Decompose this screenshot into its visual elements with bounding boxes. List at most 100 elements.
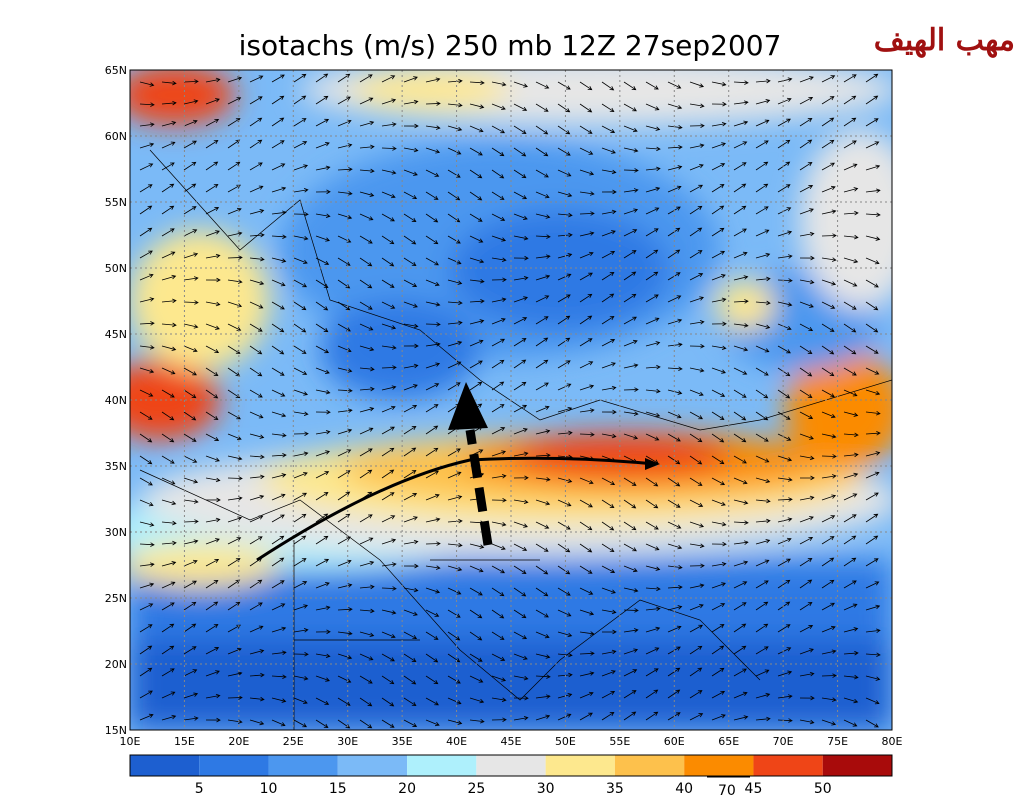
- wind-vector: [711, 142, 726, 149]
- wind-vector: [381, 719, 395, 728]
- wind-vector: [425, 675, 439, 685]
- wind-vector: [711, 455, 725, 465]
- wind-vector: [403, 279, 418, 287]
- wind-vector: [557, 521, 571, 530]
- wind-vector: [667, 145, 683, 150]
- wind-vector: [359, 427, 374, 435]
- wind-vector: [799, 231, 815, 237]
- wind-vector: [601, 587, 616, 594]
- wind-vector: [183, 183, 197, 193]
- wind-vector: [227, 695, 243, 700]
- lat-label: 55N: [105, 196, 127, 209]
- lon-label: 55E: [609, 735, 630, 748]
- wind-vector: [535, 254, 551, 259]
- wind-vector: [381, 301, 396, 309]
- wind-vector: [843, 557, 857, 567]
- wind-vector: [865, 279, 879, 288]
- wind-vector: [513, 359, 527, 369]
- wind-vector: [403, 147, 419, 153]
- vector-reference: 70: [718, 783, 736, 799]
- wind-vector: [425, 169, 440, 177]
- wind-vector: [425, 147, 441, 154]
- wind-vector: [293, 301, 307, 311]
- colorbar-label: 40: [675, 781, 693, 797]
- wind-vector: [205, 139, 219, 149]
- wind-vector: [491, 427, 506, 435]
- wind-vector: [161, 581, 176, 589]
- wind-vector: [205, 455, 220, 462]
- wind-vector: [623, 499, 637, 509]
- wind-vector: [513, 675, 529, 681]
- wind-vector: [535, 234, 551, 239]
- wind-vector: [535, 674, 551, 679]
- wind-vector: [293, 164, 309, 171]
- wind-vector: [183, 601, 197, 611]
- wind-vector: [425, 101, 441, 106]
- wind-vector: [425, 362, 441, 369]
- wind-vector: [865, 492, 879, 501]
- wind-vector: [205, 118, 220, 127]
- wind-vector: [579, 251, 594, 259]
- wind-vector: [183, 389, 197, 399]
- wind-vector: [799, 255, 815, 261]
- wind-vector: [205, 98, 220, 105]
- wind-vector: [183, 716, 199, 721]
- wind-vector: [293, 95, 307, 105]
- wind-vector: [865, 73, 879, 83]
- wind-vector: [689, 477, 703, 486]
- wind-vector: [249, 602, 263, 611]
- wind-vector: [843, 580, 857, 589]
- wind-vector: [623, 433, 639, 440]
- wind-vector: [227, 367, 241, 377]
- wind-vector: [821, 557, 835, 567]
- wind-vector: [733, 100, 749, 105]
- wind-vector: [425, 565, 441, 570]
- wind-vector: [425, 383, 440, 391]
- wind-vector: [271, 95, 285, 105]
- wind-vector: [513, 587, 527, 597]
- wind-vector: [271, 186, 287, 193]
- wind-vector: [821, 345, 835, 355]
- wind-vector: [161, 602, 175, 611]
- wind-vector: [623, 188, 639, 193]
- wind-vector: [689, 273, 704, 281]
- wind-vector: [403, 76, 418, 83]
- wind-vector: [359, 74, 373, 83]
- wind-vector: [535, 382, 549, 391]
- wind-vector: [601, 230, 616, 237]
- wind-vector: [689, 143, 705, 149]
- wind-vector: [403, 425, 417, 435]
- wind-vector: [579, 671, 595, 677]
- wind-vector: [821, 536, 835, 545]
- wind-vector: [249, 696, 265, 702]
- wind-vector: [535, 405, 550, 413]
- wind-vector: [205, 601, 219, 611]
- wind-vector: [359, 144, 375, 150]
- wind-vector: [359, 537, 374, 545]
- wind-vector: [359, 560, 375, 567]
- wind-vector: [645, 521, 659, 530]
- wind-vector: [623, 339, 638, 347]
- wind-vector: [271, 557, 285, 567]
- wind-vector: [161, 228, 175, 237]
- wind-vector: [865, 513, 879, 523]
- wind-vector: [139, 389, 154, 397]
- wind-vector: [667, 295, 682, 303]
- wind-vector: [403, 631, 418, 640]
- wind-vector: [711, 603, 726, 611]
- wind-vector: [601, 169, 617, 175]
- wind-vector: [733, 141, 748, 149]
- wind-vector: [403, 343, 419, 349]
- wind-vector: [403, 470, 417, 479]
- wind-vector: [865, 675, 881, 681]
- lon-label: 35E: [392, 735, 413, 748]
- wind-vector: [469, 381, 483, 391]
- wind-vector: [601, 629, 617, 635]
- wind-vector: [711, 561, 727, 567]
- wind-vector: [227, 255, 243, 260]
- colorbar-label: 15: [329, 781, 347, 797]
- wind-vector: [513, 715, 529, 721]
- wind-vector: [249, 494, 265, 501]
- wind-vector: [447, 609, 461, 618]
- wind-vector: [381, 697, 395, 707]
